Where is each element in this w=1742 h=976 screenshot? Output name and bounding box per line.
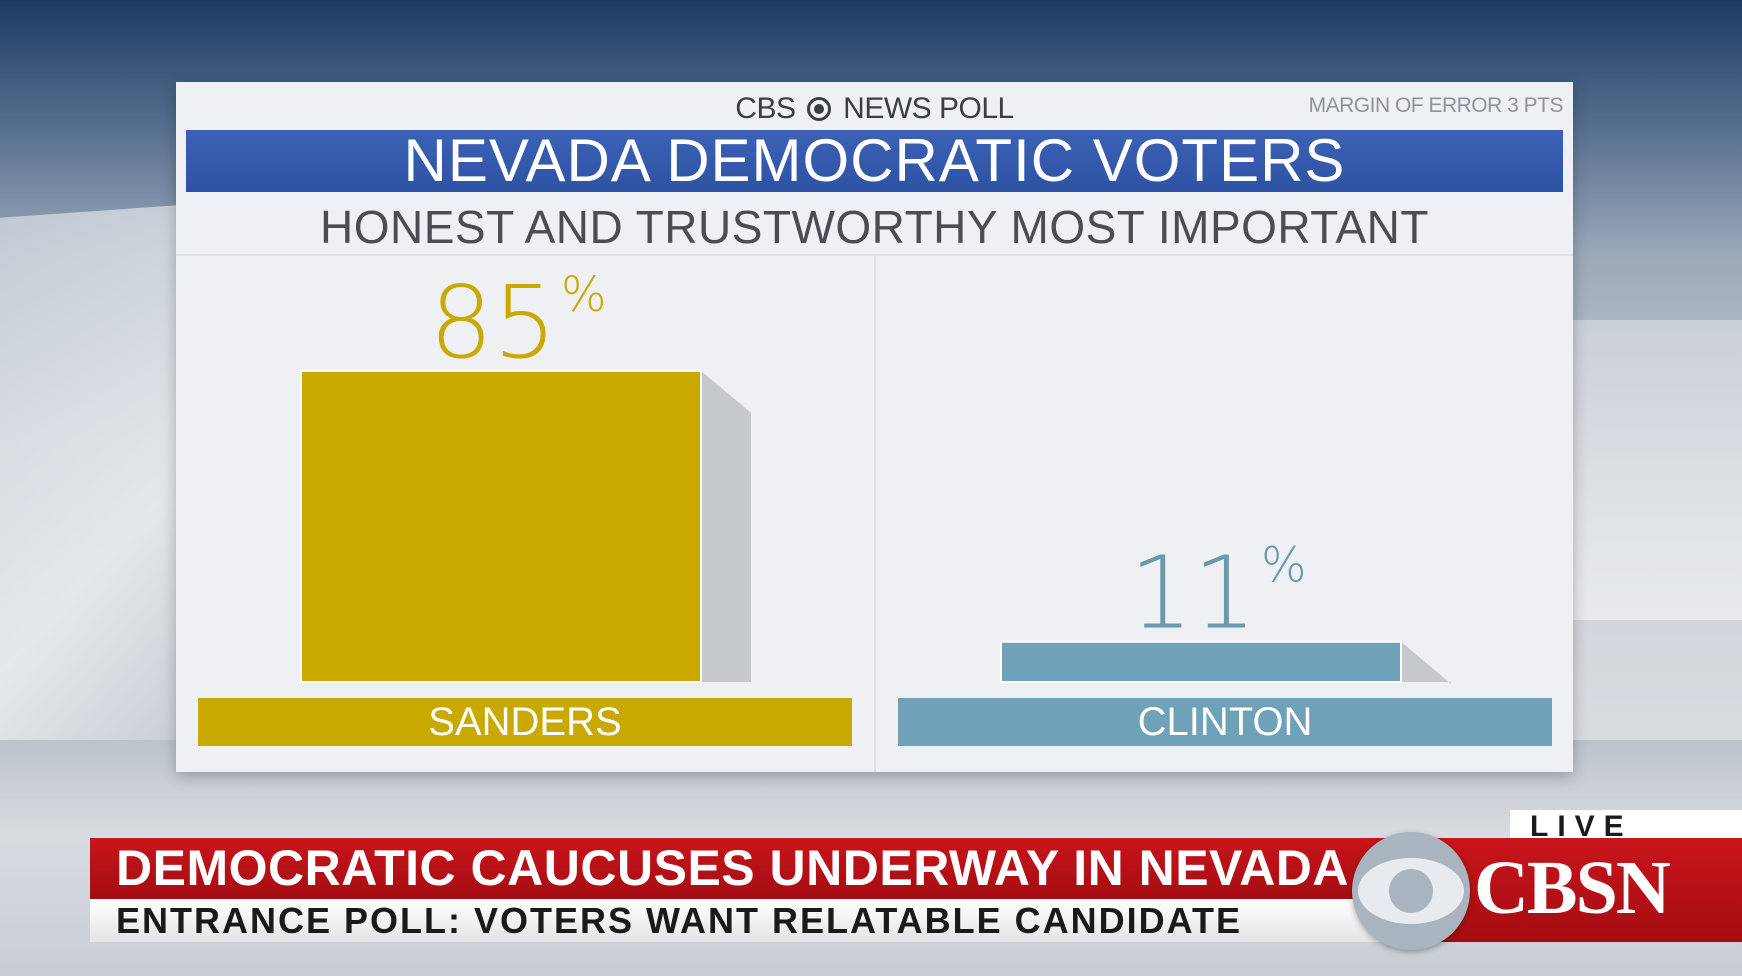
value-unit-sanders: % <box>561 267 607 323</box>
value-label-sanders: 85 <box>429 264 556 381</box>
poll-brand: CBS NEWS POLL <box>176 92 1573 126</box>
poll-subtitle: HONEST AND TRUSTWORTHY MOST IMPORTANT <box>320 201 1429 253</box>
category-strip-sanders <box>198 698 852 746</box>
poll-graphic-panel: CBS NEWS POLL MARGIN OF ERROR 3 PTS NEVA… <box>176 82 1573 772</box>
bar-chart: 85 % SANDERS 11 % CLINTON <box>198 264 1552 746</box>
subline-banner: ENTRANCE POLL: VOTERS WANT RELATABLE CAN… <box>90 899 1390 942</box>
category-strip-clinton <box>898 698 1552 746</box>
bar-sanders <box>300 369 702 683</box>
headline-banner: DEMOCRATIC CAUCUSES UNDERWAY IN NEVADA <box>90 838 1390 899</box>
value-unit-clinton: % <box>1261 538 1307 594</box>
bar-clinton <box>1000 640 1402 683</box>
bar-shadow-clinton <box>1401 641 1451 684</box>
cbs-eye-icon <box>807 97 832 121</box>
category-label-clinton: CLINTON <box>1138 700 1313 744</box>
margin-of-error: MARGIN OF ERROR 3 PTS <box>1308 94 1564 117</box>
bar-shadow-sanders <box>701 370 751 682</box>
network-name: CBSN <box>1474 846 1671 930</box>
cbs-eye-pupil <box>1389 869 1433 913</box>
value-label-clinton: 11 <box>1129 535 1256 652</box>
category-label-sanders: SANDERS <box>428 700 621 744</box>
brand-news-poll: NEWS POLL <box>843 92 1014 125</box>
panel-divider-vertical <box>874 254 876 772</box>
background-plane-right <box>1542 320 1742 620</box>
poll-title: NEVADA DEMOCRATIC VOTERS <box>186 130 1563 192</box>
brand-cbs: CBS <box>735 92 796 125</box>
cbs-eye-logo-icon <box>1352 832 1470 950</box>
